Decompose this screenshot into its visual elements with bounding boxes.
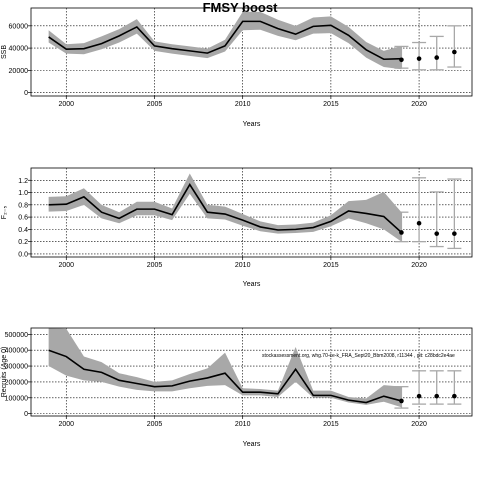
y-tick-label: 40000 <box>9 46 29 53</box>
y-tick-label: 400000 <box>5 348 28 355</box>
y-tick-label: 0.6 <box>18 215 28 222</box>
plot-frame <box>30 327 473 417</box>
x-tick-label: 2015 <box>323 262 339 269</box>
chart-panel-3: 2000 2005 2010 2015 2020 0 100000 200000 300000 4… <box>1 327 473 448</box>
y-tick-label: 0 <box>24 90 28 97</box>
y-tick-label: 500000 <box>5 332 28 339</box>
figure-title: FMSY boost <box>203 0 279 15</box>
confidence-band <box>48 328 402 408</box>
y-tick-label: 1.0 <box>18 190 28 197</box>
x-tick-label: 2015 <box>323 421 339 428</box>
forecast-point <box>416 220 422 226</box>
forecast-point <box>399 230 404 235</box>
y-tick-label: 1.2 <box>18 178 28 185</box>
plot-frame <box>30 7 473 97</box>
y-axis-label: F₂₋₅ <box>1 206 8 220</box>
x-axis-label: Years <box>243 281 261 288</box>
x-axis-label: Years <box>243 121 261 128</box>
x-tick-label: 2005 <box>147 101 163 108</box>
estimate-line <box>48 349 402 404</box>
forecast-point <box>452 231 457 236</box>
x-tick-label: 2000 <box>58 421 74 428</box>
confidence-band <box>48 173 402 242</box>
y-tick-label: 0 <box>24 411 28 418</box>
x-tick-label: 2005 <box>147 262 163 269</box>
forecast-point <box>399 398 404 404</box>
x-tick-label: 2020 <box>411 262 427 269</box>
plot-frame <box>30 167 473 258</box>
y-tick-label: 200000 <box>5 379 28 386</box>
y-tick-label: 0.2 <box>18 239 28 246</box>
y-tick-label: 300000 <box>5 364 28 371</box>
x-tick-label: 2015 <box>323 101 339 108</box>
x-tick-label: 2000 <box>58 101 74 108</box>
y-tick-label: 0.0 <box>18 251 28 258</box>
x-tick-label: 2010 <box>235 101 251 108</box>
forecast-point <box>434 55 440 60</box>
y-tick-label: 100000 <box>5 395 28 402</box>
x-tick-label: 2010 <box>235 421 251 428</box>
estimate-line <box>48 183 402 234</box>
y-tick-label: 60000 <box>9 23 29 30</box>
y-axis-label: SSB <box>1 45 8 59</box>
chart-panel-1: 2000 2005 2010 2015 2020 0 20000 40000 60000 Year… <box>1 7 473 128</box>
x-tick-label: 2020 <box>411 421 427 428</box>
y-tick-label: 0.8 <box>18 202 28 209</box>
x-tick-label: 2000 <box>58 262 74 269</box>
forecast-point <box>399 57 404 63</box>
forecast-point <box>416 56 422 61</box>
confidence-band <box>48 11 402 70</box>
x-axis-label: Years <box>243 441 261 448</box>
x-tick-label: 2005 <box>147 421 163 428</box>
x-tick-label: 2010 <box>235 262 251 269</box>
y-axis-label: Recruits (Age 0) <box>1 347 8 398</box>
forecast-point <box>434 231 440 236</box>
forecast-point <box>452 49 457 55</box>
chart-panel-2: 2000 2005 2010 2015 2020 0.0 0.2 0.4 0.6 0.8 1.0 1.… <box>1 167 473 288</box>
assessment-annotation: stockassessment.org, whg.70-ce-k_FRA_Sep… <box>262 353 455 359</box>
y-tick-label: 20000 <box>9 68 29 75</box>
forecast-point <box>416 393 422 399</box>
forecast-point <box>452 393 457 399</box>
x-tick-label: 2020 <box>411 101 427 108</box>
forecast-point <box>434 393 440 399</box>
y-tick-label: 0.4 <box>18 227 28 234</box>
estimate-line <box>48 20 402 61</box>
